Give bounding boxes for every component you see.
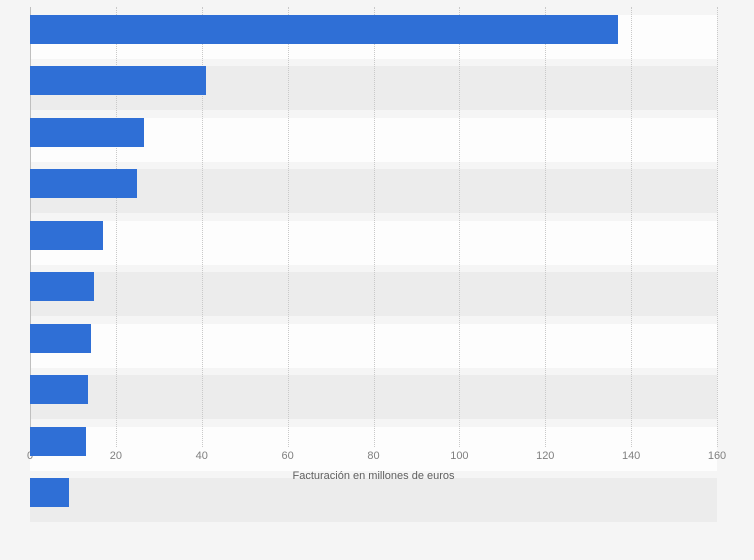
category-band: [30, 14, 717, 59]
gridline: [201, 7, 203, 447]
bar: [30, 220, 103, 250]
bar: [30, 375, 88, 404]
bar: [30, 323, 92, 353]
category-band: [30, 478, 717, 522]
x-tick-label: 60: [281, 450, 294, 462]
bar: [30, 478, 69, 507]
gridline: [287, 7, 289, 447]
gridline: [631, 7, 633, 447]
x-tick-label: 20: [109, 450, 122, 462]
gridline: [545, 7, 547, 447]
x-tick-label: 120: [536, 450, 555, 462]
bar: [30, 14, 619, 44]
plot-area: [30, 7, 718, 522]
x-tick-label: 100: [450, 450, 469, 462]
bar: [30, 169, 138, 198]
x-tick-label: 40: [195, 450, 208, 462]
gridline: [459, 7, 461, 447]
gridline: [373, 7, 375, 447]
bar: [30, 66, 207, 95]
x-tick-label: 140: [621, 450, 641, 462]
bar: [30, 426, 86, 456]
x-tick-label: 80: [367, 450, 380, 462]
x-axis-ticks: 0 20 40 60 80 100 120 140 160: [26, 450, 726, 464]
gridline: [717, 7, 718, 447]
bar: [30, 117, 144, 147]
bar: [30, 272, 95, 301]
x-tick-label: 0: [26, 450, 34, 462]
gridline: [115, 7, 117, 447]
x-axis-title: Facturación en millones de euros: [292, 470, 455, 482]
x-tick-label: 160: [707, 450, 727, 462]
